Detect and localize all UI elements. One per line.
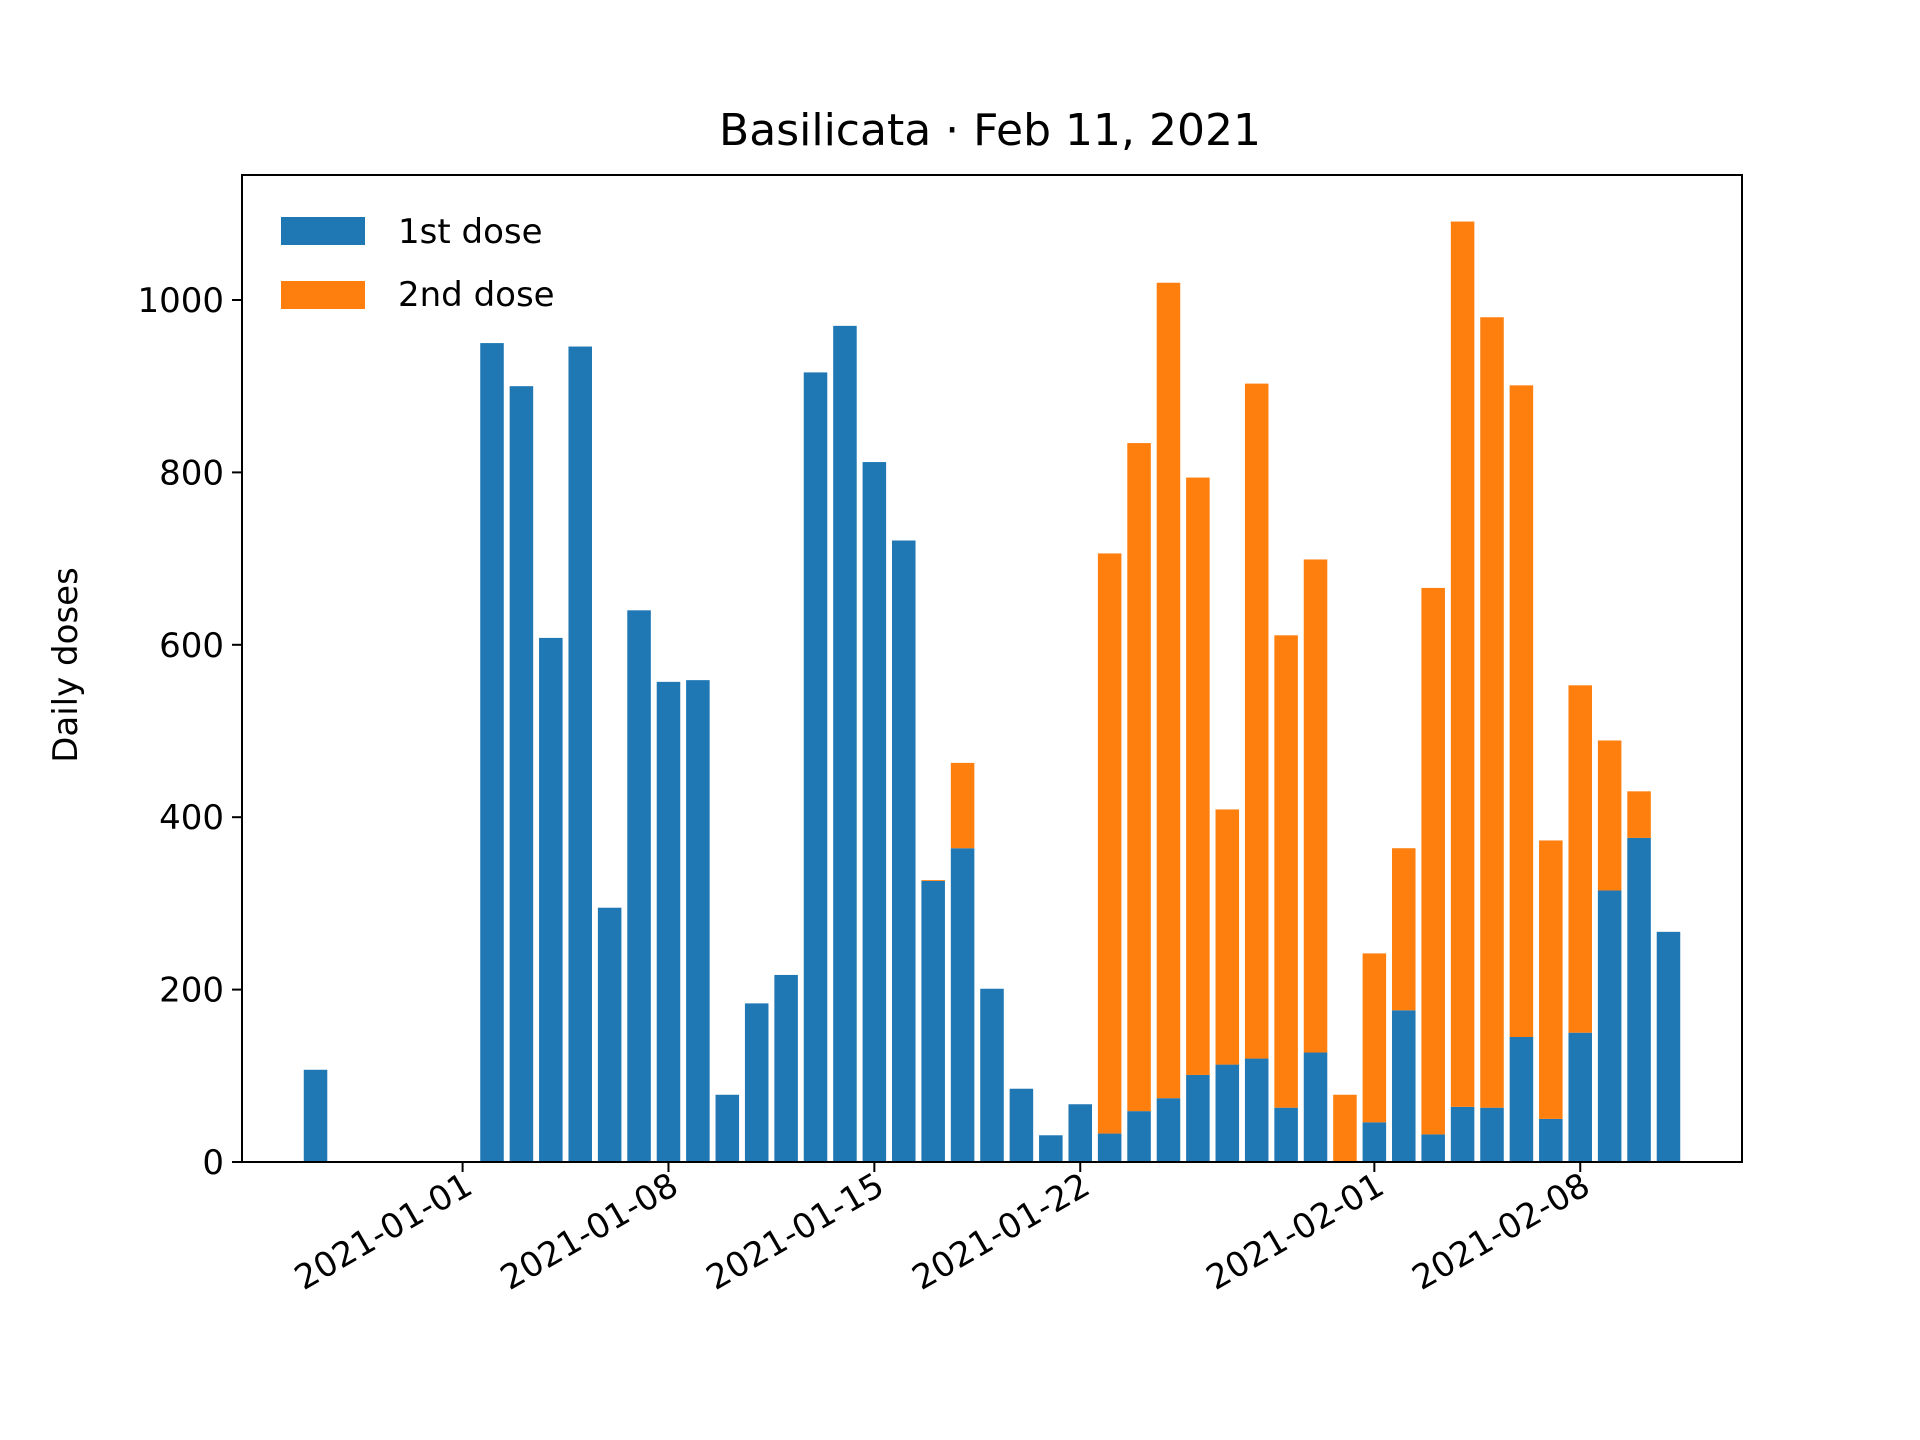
bar-2nd-dose-2021-02-08 bbox=[1568, 685, 1592, 1033]
bar-2nd-dose-2021-02-05 bbox=[1480, 317, 1504, 1108]
bar-2nd-dose-2021-02-01 bbox=[1362, 953, 1387, 1123]
y-tick-label: 600 bbox=[159, 626, 224, 666]
bar-2nd-dose-2021-01-27 bbox=[1215, 809, 1240, 1065]
bar-1st-dose-2021-01-25 bbox=[1156, 1098, 1181, 1162]
y-axis-label: Daily doses bbox=[46, 567, 86, 763]
y-tick-label: 400 bbox=[159, 798, 224, 838]
bar-2nd-dose-2021-02-07 bbox=[1539, 840, 1563, 1119]
bar-1st-dose-2021-02-09 bbox=[1597, 890, 1622, 1162]
y-tick-label: 1000 bbox=[137, 281, 224, 321]
legend-label-1st-dose: 1st dose bbox=[398, 212, 543, 252]
bar-1st-dose-2021-01-06 bbox=[597, 907, 622, 1162]
bar-1st-dose-2021-01-10 bbox=[715, 1094, 740, 1162]
plot-frame bbox=[241, 174, 1743, 1163]
bar-1st-dose-2021-02-05 bbox=[1480, 1107, 1504, 1162]
bar-2nd-dose-2021-01-24 bbox=[1127, 443, 1151, 1112]
bar-1st-dose-2021-02-07 bbox=[1539, 1118, 1563, 1162]
legend-swatch-2nd-dose bbox=[281, 281, 365, 309]
bar-1st-dose-2021-01-05 bbox=[568, 346, 592, 1162]
bar-1st-dose-2021-02-08 bbox=[1568, 1032, 1592, 1162]
bar-2nd-dose-2021-02-03 bbox=[1421, 587, 1445, 1135]
y-tick-label: 0 bbox=[202, 1143, 224, 1183]
bar-1st-dose-2021-01-24 bbox=[1127, 1111, 1151, 1162]
bar-2nd-dose-2021-01-29 bbox=[1274, 635, 1298, 1108]
bar-1st-dose-2021-01-15 bbox=[862, 462, 887, 1162]
bar-2nd-dose-2021-01-30 bbox=[1303, 559, 1328, 1053]
bar-1st-dose-2021-01-18 bbox=[950, 848, 975, 1162]
bar-1st-dose-2021-01-02 bbox=[480, 343, 504, 1163]
bar-1st-dose-2021-01-14 bbox=[833, 325, 857, 1163]
bar-1st-dose-2021-01-07 bbox=[627, 610, 651, 1162]
y-tick-label: 800 bbox=[159, 453, 224, 493]
bar-1st-dose-2021-02-04 bbox=[1450, 1106, 1475, 1162]
bar-1st-dose-2021-01-12 bbox=[774, 974, 798, 1162]
bar-2nd-dose-2021-01-28 bbox=[1244, 383, 1269, 1059]
bar-2nd-dose-2021-01-25 bbox=[1156, 282, 1181, 1099]
bar-1st-dose-2021-01-17 bbox=[921, 880, 945, 1162]
bar-1st-dose-2020-12-27 bbox=[303, 1069, 328, 1162]
bar-1st-dose-2021-01-04 bbox=[539, 637, 563, 1162]
y-tick-label: 200 bbox=[159, 971, 224, 1011]
bar-1st-dose-2021-01-19 bbox=[980, 988, 1004, 1162]
bar-2nd-dose-2021-02-10 bbox=[1627, 791, 1651, 838]
bar-1st-dose-2021-01-28 bbox=[1244, 1058, 1269, 1162]
y-axis-ticks: 0 200 400 600 800 1000 bbox=[137, 281, 242, 1183]
bar-1st-dose-2021-01-21 bbox=[1039, 1135, 1063, 1162]
legend: 1st dose 2nd dose bbox=[281, 212, 555, 315]
bar-1st-dose-2021-02-01 bbox=[1362, 1122, 1387, 1162]
bar-1st-dose-2021-02-06 bbox=[1509, 1037, 1534, 1162]
bar-1st-dose-2021-02-03 bbox=[1421, 1134, 1445, 1162]
bar-2nd-dose-2021-02-02 bbox=[1392, 848, 1416, 1011]
bar-1st-dose-2021-01-20 bbox=[1009, 1088, 1034, 1162]
bar-2nd-dose-2021-01-17 bbox=[921, 880, 945, 881]
bar-2nd-dose-2021-01-18 bbox=[950, 762, 975, 849]
bar-1st-dose-2021-01-03 bbox=[509, 386, 534, 1162]
bar-2nd-dose-2021-01-31 bbox=[1333, 1094, 1357, 1162]
bar-1st-dose-2021-02-02 bbox=[1392, 1010, 1416, 1162]
bar-2nd-dose-2021-01-26 bbox=[1186, 477, 1210, 1075]
bar-1st-dose-2021-01-09 bbox=[686, 680, 710, 1162]
bar-1st-dose-2021-01-29 bbox=[1274, 1107, 1298, 1162]
bar-2nd-dose-2021-02-09 bbox=[1597, 740, 1622, 891]
bar-1st-dose-2021-01-22 bbox=[1068, 1104, 1092, 1162]
legend-swatch-1st-dose bbox=[281, 217, 365, 245]
legend-label-2nd-dose: 2nd dose bbox=[398, 275, 555, 315]
bar-1st-dose-2021-01-30 bbox=[1303, 1052, 1328, 1162]
bar-2nd-dose-2021-02-04 bbox=[1450, 221, 1475, 1107]
chart-title: Basilicata · Feb 11, 2021 bbox=[719, 105, 1261, 156]
bar-2nd-dose-2021-01-23 bbox=[1097, 553, 1122, 1134]
bar-1st-dose-2021-01-16 bbox=[892, 540, 916, 1162]
bar-1st-dose-2021-01-13 bbox=[803, 372, 828, 1162]
bar-1st-dose-2021-01-11 bbox=[744, 1003, 769, 1162]
bar-1st-dose-2021-01-08 bbox=[656, 681, 681, 1162]
bars bbox=[303, 221, 1681, 1163]
bar-1st-dose-2021-01-26 bbox=[1186, 1074, 1210, 1162]
bar-1st-dose-2021-01-23 bbox=[1097, 1133, 1122, 1162]
bar-1st-dose-2021-01-27 bbox=[1215, 1064, 1240, 1162]
bar-1st-dose-2021-02-11 bbox=[1656, 931, 1681, 1162]
bar-1st-dose-2021-02-10 bbox=[1627, 837, 1651, 1162]
bar-2nd-dose-2021-02-06 bbox=[1509, 385, 1534, 1038]
